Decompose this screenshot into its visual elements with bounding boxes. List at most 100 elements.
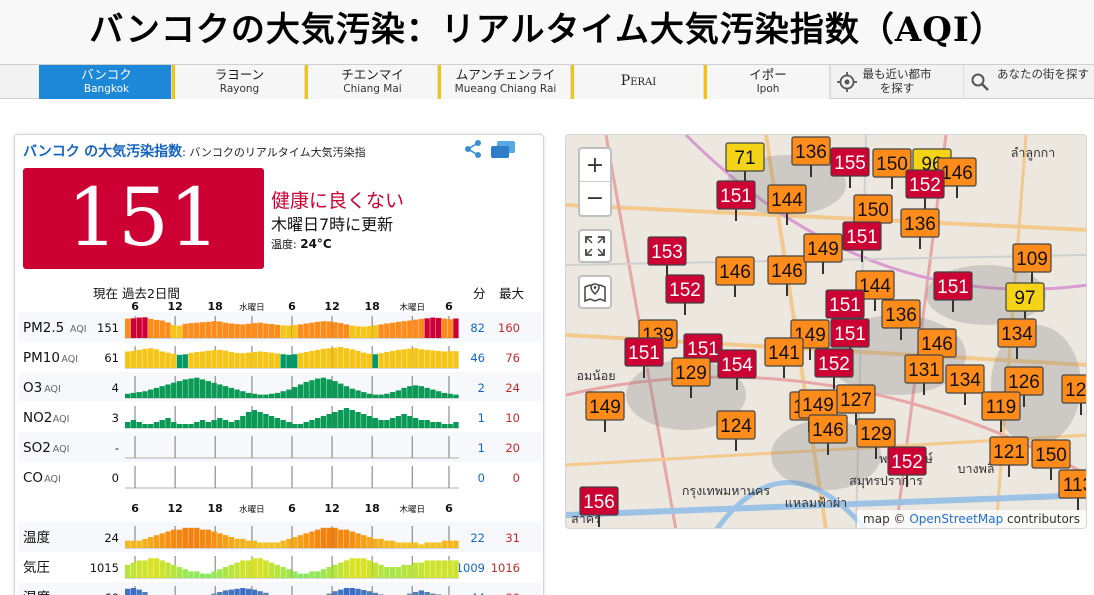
pollutant-row: 湿度 60 44 80 (19, 582, 541, 595)
zoom-in-button[interactable]: + (580, 149, 610, 182)
history-bar (274, 418, 281, 428)
history-bar (320, 377, 327, 398)
aqi-marker[interactable]: 152 (887, 446, 927, 487)
marker-value: 151 (720, 186, 752, 207)
aqi-marker[interactable]: 119 (981, 391, 1021, 432)
aqi-marker[interactable]: 121 (1061, 374, 1087, 415)
openstreetmap-link[interactable]: OpenStreetMap (909, 512, 1004, 526)
aqi-marker[interactable]: 129 (856, 418, 896, 459)
aqi-marker[interactable]: 156 (579, 486, 619, 527)
city-tab-chiang-mai[interactable]: チエンマイ Chiang Mai (305, 65, 438, 99)
row-min-value: 22 (470, 531, 485, 545)
aqi-marker[interactable]: 153 (647, 236, 687, 277)
history-bar (366, 416, 373, 428)
aqi-marker[interactable]: 151 (624, 337, 664, 378)
share-icon[interactable] (463, 139, 483, 159)
row-current-value: 61 (104, 351, 119, 365)
aqi-marker[interactable]: 109 (1012, 243, 1052, 284)
aqi-marker[interactable]: 146 (767, 255, 807, 296)
aqi-marker[interactable]: 97 (1005, 282, 1045, 323)
map-layers-button[interactable] (578, 275, 612, 309)
aqi-marker[interactable]: 155 (830, 147, 870, 188)
history-bar (401, 321, 407, 338)
history-bar (228, 537, 235, 548)
row-current-value: 0 (112, 471, 119, 485)
aqi-marker[interactable]: 136 (881, 299, 921, 340)
history-bar (274, 564, 281, 578)
fullscreen-button[interactable] (578, 229, 612, 263)
aqi-marker[interactable]: 151 (933, 271, 973, 312)
aqi-marker[interactable]: 154 (717, 349, 757, 390)
aqi-marker[interactable]: 150 (872, 148, 912, 189)
aqi-marker[interactable]: 151 (825, 289, 865, 330)
row-unit: AQI (70, 324, 87, 335)
nearest-city-button[interactable]: 最も近い都市を探す (830, 65, 963, 99)
aqi-marker[interactable]: 134 (945, 364, 985, 405)
history-bar (280, 540, 286, 548)
panel-city-link[interactable]: バンコク (23, 144, 80, 160)
city-tab-perai[interactable]: Perai (571, 65, 704, 99)
aqi-marker[interactable]: 144 (855, 270, 895, 311)
city-tab-chiang-rai[interactable]: ムアンチェンライ Mueang Chiang Rai (438, 65, 571, 99)
row-min-value: 44 (470, 591, 485, 595)
aqi-marker[interactable]: 146 (715, 256, 755, 297)
history-bar (268, 416, 275, 428)
time-tick-label: 6 (288, 502, 296, 515)
history-bar (326, 414, 332, 428)
aqi-marker[interactable]: 152 (905, 169, 945, 210)
aqi-marker[interactable]: 151 (683, 333, 723, 374)
aqi-marker[interactable]: 152 (814, 348, 854, 389)
aqi-marker[interactable]: 127 (836, 384, 876, 425)
aqi-marker[interactable]: 152 (665, 274, 705, 315)
chat-icon[interactable] (491, 141, 515, 159)
city-tab-ipoh[interactable]: イポー Ipoh (704, 65, 830, 99)
aqi-marker[interactable]: 134 (997, 318, 1037, 359)
aqi-marker[interactable]: 136 (900, 208, 940, 249)
aqi-marker[interactable]: 113 (1058, 469, 1087, 510)
history-bar (130, 588, 137, 595)
history-bar (430, 560, 436, 578)
column-min: 分 (473, 286, 486, 301)
aqi-marker[interactable]: 121 (989, 436, 1029, 477)
history-bar (401, 349, 407, 368)
marker-value: 141 (768, 343, 800, 364)
city-tab-rayong[interactable]: ラヨーン Rayong (172, 65, 305, 99)
search-city-label: あなたの街を探す (997, 67, 1089, 81)
history-bar (176, 325, 183, 338)
aqi-marker[interactable]: 136 (791, 136, 831, 177)
aqi-marker[interactable]: 149 (585, 391, 625, 432)
aqi-marker[interactable]: 151 (716, 180, 756, 221)
aqi-marker[interactable]: 124 (716, 410, 756, 451)
history-bar (424, 349, 430, 368)
marker-value: 151 (687, 339, 719, 360)
marker-value: 151 (846, 227, 878, 248)
row-max-value: 24 (505, 381, 520, 395)
search-city-button[interactable]: あなたの街を探す (963, 65, 1094, 99)
aqi-marker[interactable]: 131 (904, 354, 944, 395)
aqi-marker[interactable]: 149 (803, 233, 843, 274)
history-bar (315, 529, 321, 548)
history-bar (228, 387, 235, 398)
aqi-marker[interactable]: 150 (853, 194, 893, 235)
history-bar (171, 325, 177, 338)
aqi-marker[interactable]: 146 (917, 328, 957, 369)
marker-box (933, 271, 973, 301)
city-tab-bangkok[interactable]: バンコク Bangkok (39, 65, 172, 99)
aqi-marker[interactable]: 151 (842, 221, 882, 262)
aqi-marker[interactable]: 71 (725, 142, 765, 183)
aqi-marker[interactable]: 144 (767, 184, 807, 225)
map-canvas[interactable]: ลำลูกกาสมุทรปราการกรุงเทพมหานครแหลมฟ้าผ่… (566, 135, 1087, 529)
row-max-value: 160 (498, 321, 520, 335)
aqi-marker[interactable]: 146 (937, 157, 977, 198)
aqi-marker[interactable]: 146 (808, 414, 848, 455)
history-bar (182, 323, 188, 338)
aqi-marker[interactable]: 150 (1031, 439, 1071, 480)
map[interactable]: ลำลูกกา สมุทรปราการ กรุงเทพมหานคร แหลมฟ้าผ่… (565, 134, 1087, 529)
aqi-marker[interactable]: 141 (764, 337, 804, 378)
row-background (19, 432, 541, 462)
history-bar (430, 350, 436, 368)
aqi-marker[interactable]: 151 (830, 318, 870, 359)
aqi-marker[interactable]: 129 (671, 357, 711, 398)
zoom-out-button[interactable]: − (585, 186, 605, 211)
aqi-marker[interactable]: 126 (1004, 366, 1044, 407)
